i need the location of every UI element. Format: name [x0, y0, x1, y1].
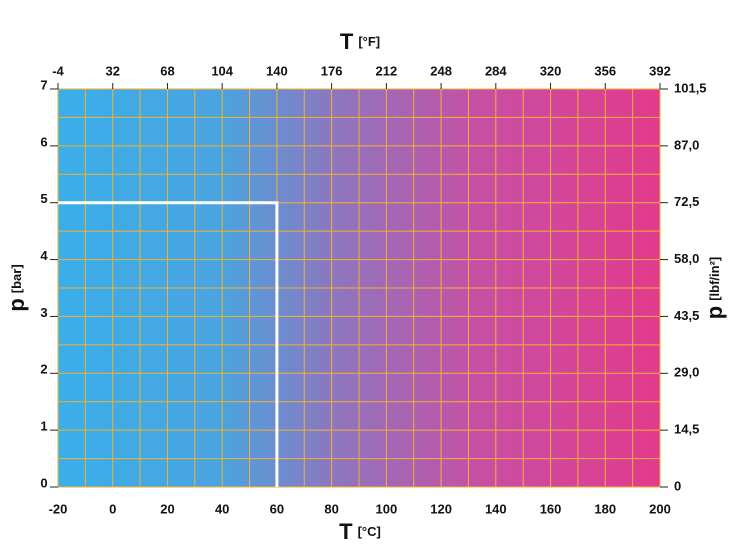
y-tick-label: 1 [40, 419, 47, 434]
y-tick-label: 6 [40, 134, 47, 149]
y2-tick-label: 87,0 [674, 137, 699, 152]
x-symbol: T [339, 519, 353, 544]
x2-symbol: T [340, 29, 354, 54]
x-tick-label: 160 [540, 501, 562, 516]
y-tick-label: 7 [40, 77, 47, 92]
x2-unit: [°F] [358, 34, 380, 49]
x-tick-label: -20 [49, 501, 68, 516]
y-tick-label: 5 [40, 191, 47, 206]
y-tick-label: 3 [40, 305, 47, 320]
x2-tick-label: 248 [430, 63, 452, 78]
y2-tick-label: 43,5 [674, 308, 699, 323]
x2-tick-label: 356 [594, 63, 616, 78]
x2-tick-label: 32 [105, 63, 119, 78]
x2-tick-label: 392 [649, 63, 671, 78]
x-tick-label: 0 [109, 501, 116, 516]
limit-line [58, 201, 279, 487]
x-unit: [°C] [358, 524, 381, 539]
y2-unit: [lbf/in²] [707, 257, 722, 301]
x-tick-label: 20 [160, 501, 174, 516]
y-axis-title: p [bar] [4, 264, 29, 311]
x-tick-label: 180 [594, 501, 616, 516]
x2-tick-label: 284 [485, 63, 507, 78]
x-tick-label: 140 [485, 501, 507, 516]
y2-tick-label: 101,5 [674, 80, 707, 95]
x2-tick-label: 212 [376, 63, 398, 78]
y-tick-label: 2 [40, 362, 47, 377]
y2-tick-label: 14,5 [674, 422, 699, 437]
y-tick-label: 0 [40, 475, 47, 490]
y2-tick-label: 72,5 [674, 194, 699, 209]
x-tick-label: 60 [270, 501, 284, 516]
y2-symbol: p [702, 306, 727, 319]
y-unit: [bar] [9, 264, 24, 293]
y2-tick-label: 29,0 [674, 365, 699, 380]
x-tick-label: 200 [649, 501, 671, 516]
x-tick-label: 100 [376, 501, 398, 516]
x-tick-label: 80 [324, 501, 338, 516]
x2-tick-label: 176 [321, 63, 343, 78]
x-tick-label: 120 [430, 501, 452, 516]
x2-tick-label: 320 [540, 63, 562, 78]
x-tick-label: 40 [215, 501, 229, 516]
x2-tick-label: 68 [160, 63, 174, 78]
y2-axis-title: p [lbf/in²] [702, 257, 727, 320]
x2-tick-label: 140 [266, 63, 288, 78]
x2-tick-label: -4 [52, 63, 64, 78]
x2-tick-label: 104 [211, 63, 233, 78]
y2-tick-label: 0 [674, 478, 681, 493]
x-axis-title: T [°C] [339, 519, 381, 544]
x2-axis-title: T [°F] [340, 29, 380, 54]
y2-tick-label: 58,0 [674, 251, 699, 266]
y-symbol: p [4, 298, 29, 311]
y-tick-label: 4 [40, 248, 48, 263]
